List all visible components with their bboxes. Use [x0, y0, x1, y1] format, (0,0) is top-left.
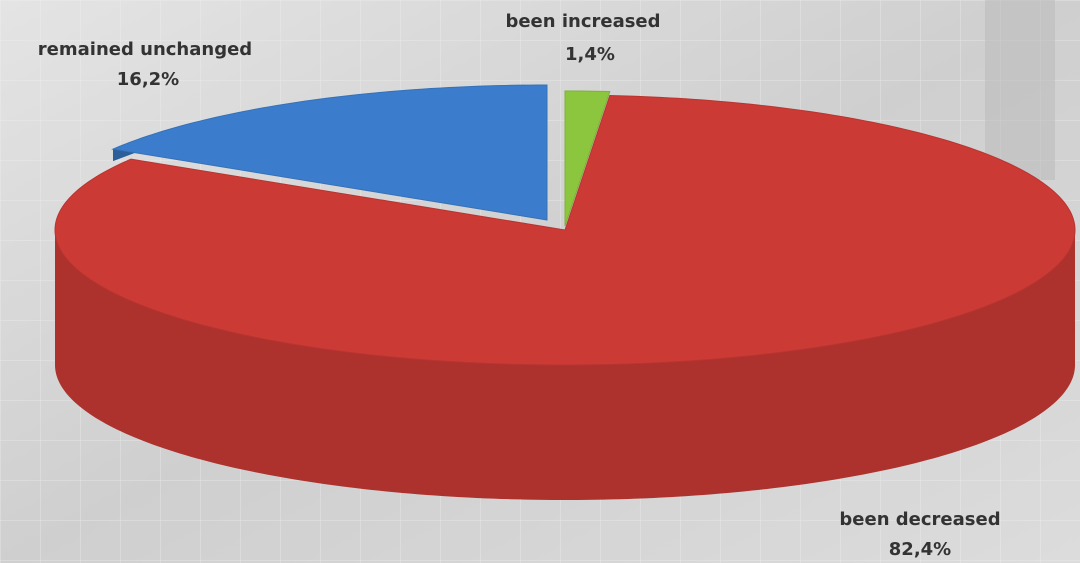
- slice-label: remained unchanged: [38, 39, 252, 60]
- pie: [55, 85, 1075, 500]
- slice-label: been decreased: [839, 509, 1000, 530]
- value-label: 1,4%: [565, 44, 615, 65]
- slice-label: been increased: [505, 11, 660, 32]
- value-label: 16,2%: [117, 69, 179, 90]
- value-label: 82,4%: [889, 539, 951, 560]
- background-figure: [985, 0, 1055, 180]
- chart: been increased 1,4% been decreased 82,4% rem…: [0, 0, 1080, 563]
